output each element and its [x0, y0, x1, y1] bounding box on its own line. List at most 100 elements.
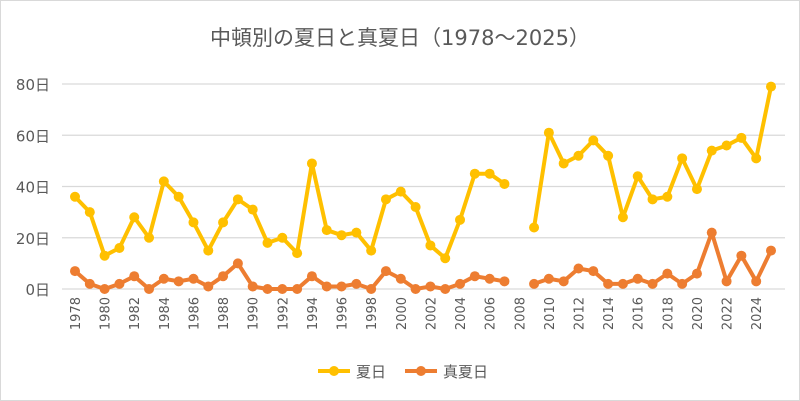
chart-title: 中頓別の夏日と真夏日（1978～2025） — [210, 26, 590, 50]
data-point — [647, 278, 658, 289]
x-tick-label: 2024 — [750, 297, 765, 330]
data-point — [469, 271, 480, 282]
x-tick-label: 1982 — [128, 297, 143, 330]
data-point — [277, 232, 288, 243]
data-point — [469, 168, 480, 179]
data-point — [70, 266, 80, 277]
x-tick-label: 1984 — [158, 297, 173, 330]
data-point — [158, 176, 169, 187]
data-point — [721, 276, 732, 287]
series-line — [533, 230, 773, 286]
y-tick-label: 0日 — [25, 281, 50, 299]
data-point — [395, 273, 406, 284]
data-point — [188, 217, 199, 228]
y-tick-label: 20日 — [16, 230, 50, 248]
x-tick-label: 1992 — [276, 297, 291, 330]
data-point — [632, 171, 643, 182]
data-point — [766, 245, 776, 256]
data-point — [173, 276, 184, 287]
data-point — [232, 194, 243, 205]
data-point — [188, 273, 199, 284]
data-point — [99, 284, 110, 294]
y-tick-label: 60日 — [16, 127, 50, 145]
series-manatsubi — [70, 227, 776, 294]
data-point — [662, 191, 673, 202]
data-point — [247, 204, 258, 215]
data-point — [632, 273, 643, 284]
data-point — [306, 271, 317, 282]
data-point — [99, 250, 110, 261]
data-point — [129, 271, 140, 282]
data-point — [588, 135, 599, 146]
x-tick-label: 2022 — [721, 297, 736, 330]
data-point — [558, 276, 569, 287]
data-point — [70, 191, 80, 202]
x-tick-label: 2000 — [395, 297, 410, 330]
data-point — [455, 214, 466, 225]
data-point — [218, 271, 229, 282]
data-point — [647, 194, 658, 205]
data-point — [306, 158, 317, 169]
data-point — [617, 212, 628, 223]
series-natsubi — [70, 81, 776, 264]
data-point — [247, 281, 258, 292]
data-point — [203, 245, 214, 256]
data-point — [484, 168, 495, 179]
x-tick-label: 1978 — [69, 297, 84, 330]
data-point — [173, 191, 184, 202]
x-tick-label: 1998 — [365, 297, 380, 330]
data-point — [292, 284, 303, 294]
data-point — [543, 127, 554, 138]
data-point — [262, 284, 273, 294]
data-point — [158, 273, 169, 284]
legend-item: 真夏日 — [405, 363, 488, 381]
x-tick-label: 1988 — [217, 297, 232, 330]
data-point — [366, 284, 377, 294]
data-point — [499, 178, 510, 189]
data-point — [84, 278, 95, 289]
x-tick-label: 2006 — [484, 297, 499, 330]
data-point — [144, 284, 155, 294]
data-point — [366, 245, 377, 256]
legend-label: 夏日 — [356, 363, 386, 381]
legend-label: 真夏日 — [443, 363, 488, 381]
data-point — [144, 232, 155, 243]
legend-item: 夏日 — [318, 363, 386, 381]
data-point — [351, 278, 362, 289]
legend-marker — [416, 366, 426, 376]
data-point — [292, 248, 303, 259]
data-point — [336, 281, 347, 292]
x-tick-label: 1996 — [336, 297, 351, 330]
x-tick-label: 2004 — [454, 297, 469, 330]
data-point — [321, 225, 332, 236]
data-point — [410, 202, 421, 212]
data-point — [573, 150, 584, 161]
data-point — [425, 240, 436, 251]
data-point — [129, 212, 140, 223]
data-point — [706, 227, 717, 238]
data-point — [558, 158, 569, 169]
data-point — [425, 281, 436, 292]
data-point — [617, 278, 628, 289]
data-point — [529, 278, 540, 289]
data-point — [395, 186, 406, 197]
data-point — [543, 273, 554, 284]
data-point — [603, 150, 614, 161]
x-tick-label: 2010 — [543, 297, 558, 330]
data-point — [114, 278, 125, 289]
x-tick-label: 1986 — [187, 297, 202, 330]
x-tick-label: 1980 — [99, 297, 114, 330]
series-line — [73, 161, 506, 261]
x-tick-label: 2012 — [572, 297, 587, 330]
data-point — [691, 184, 702, 195]
data-point — [766, 81, 776, 92]
data-point — [588, 266, 599, 277]
data-point — [751, 153, 762, 164]
data-point — [677, 278, 688, 289]
data-point — [380, 194, 391, 205]
data-point — [440, 253, 451, 264]
data-point — [232, 258, 243, 269]
data-point — [662, 268, 673, 279]
data-point — [603, 278, 614, 289]
